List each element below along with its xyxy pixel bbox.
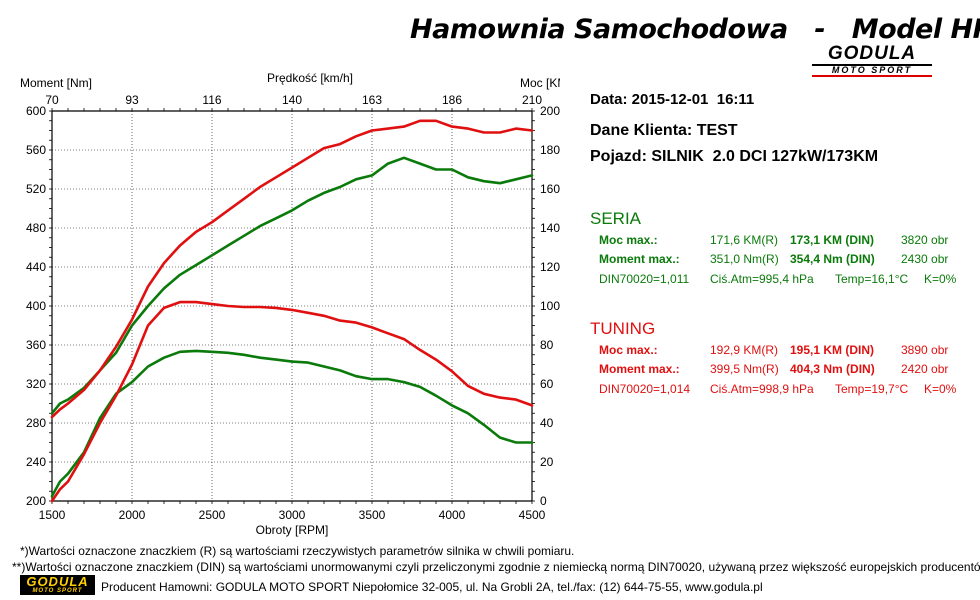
footer-logo-sub: MOTO SPORT (32, 588, 83, 594)
y-right-tick-label: 140 (540, 221, 560, 235)
seria-din-factor: DIN70020=1,011 (599, 272, 690, 286)
x-tick-label: 4000 (439, 508, 466, 522)
y-left-tick-label: 240 (26, 455, 46, 469)
test-date: Data: 2015-12-01 16:11 (590, 91, 755, 108)
tuning-atm: Ciś.Atm=998,9 hPa (710, 382, 814, 396)
y-left-tick-label: 360 (26, 338, 46, 352)
y-left-tick-label: 600 (26, 104, 46, 118)
footer-logo-main: GODULA (26, 574, 89, 589)
seria-temp: Temp=16,1°C (835, 272, 909, 286)
y-left-tick-label: 280 (26, 416, 46, 430)
y-right-tick-label: 60 (540, 377, 554, 391)
y-right-tick-label: 200 (540, 104, 560, 118)
x2-tick-label: 70 (45, 93, 59, 107)
brand-logo: GODULA MOTO SPORT (812, 43, 932, 77)
y-left-tick-label: 440 (26, 260, 46, 274)
brand-logo-sub: MOTO SPORT (812, 64, 932, 77)
seria-power-din: 173,1 KM (DIN) (790, 233, 875, 247)
y-right-tick-label: 100 (540, 299, 560, 313)
footer-logo: GODULA MOTO SPORT (20, 575, 95, 595)
x2-tick-label: 93 (125, 93, 139, 107)
tuning-torque-label: Moment max.: (599, 362, 680, 376)
y-left-tick-label: 400 (26, 299, 46, 313)
y-right-axis-title: Moc [KM] (520, 76, 560, 90)
x2-tick-label: 186 (442, 93, 462, 107)
chart-grid (51, 110, 533, 502)
seria-torque-rpm: 2430 obr (901, 252, 949, 266)
y-right-tick-label: 160 (540, 182, 560, 196)
x2-tick-label: 140 (282, 93, 302, 107)
y-left-tick-label: 520 (26, 182, 46, 196)
tuning-k: K=0% (924, 382, 957, 396)
y-left-axis-title: Moment [Nm] (20, 76, 92, 90)
y-right-tick-label: 120 (540, 260, 560, 274)
seria-power-label: Moc max.: (599, 233, 658, 247)
seria-torque-r: 351,0 Nm(R) (710, 252, 779, 266)
y-left-tick-label: 560 (26, 143, 46, 157)
tuning-power-din: 195,1 KM (DIN) (790, 343, 875, 357)
brand-logo-main: GODULA (827, 43, 917, 64)
x2-tick-label: 116 (202, 93, 221, 107)
tuning-power-r: 192,9 KM(R) (710, 343, 779, 357)
client-name: Dane Klienta: TEST (590, 122, 738, 139)
x-tick-label: 4500 (519, 508, 546, 522)
y-left-tick-label: 320 (26, 377, 46, 391)
x-tick-label: 3500 (359, 508, 386, 522)
y-right-tick-label: 0 (540, 494, 547, 508)
y-right-tick-label: 180 (540, 143, 560, 157)
tuning-title: TUNING (590, 319, 656, 338)
x2-tick-label: 210 (522, 93, 542, 107)
x-tick-label: 3000 (279, 508, 306, 522)
tuning-din-factor: DIN70020=1,014 (599, 382, 691, 396)
x-tick-label: 1500 (39, 508, 66, 522)
series-line-seria-power (50, 156, 534, 415)
tuning-power-rpm: 3890 obr (901, 343, 949, 357)
series-line-tuning-torque (50, 300, 534, 503)
x2-tick-label: 163 (362, 93, 382, 107)
y-right-tick-label: 20 (540, 455, 554, 469)
y-left-tick-label: 200 (26, 494, 46, 508)
top-axis-title: Prędkość [km/h] (267, 71, 353, 85)
seria-atm: Ciś.Atm=995,4 hPa (710, 272, 814, 286)
seria-title: SERIA (590, 209, 642, 228)
tuning-temp: Temp=19,7°C (835, 382, 909, 396)
footnote-r: *)Wartości oznaczone znaczkiem (R) są wa… (20, 544, 575, 558)
tuning-power-label: Moc max.: (599, 343, 658, 357)
x-tick-label: 2000 (119, 508, 146, 522)
x-tick-label: 2500 (199, 508, 226, 522)
tuning-torque-din: 404,3 Nm (DIN) (790, 362, 875, 376)
chart-series (50, 119, 534, 503)
seria-k: K=0% (924, 272, 957, 286)
tuning-torque-r: 399,5 Nm(R) (710, 362, 779, 376)
seria-torque-label: Moment max.: (599, 252, 680, 266)
tuning-torque-rpm: 2420 obr (901, 362, 949, 376)
y-left-tick-label: 480 (26, 221, 46, 235)
y-right-tick-label: 40 (540, 416, 554, 430)
seria-power-rpm: 3820 obr (901, 233, 949, 247)
x-axis-title: Obroty [RPM] (256, 523, 329, 537)
vehicle-name: Pojazd: SILNIK 2.0 DCI 127kW/173KM (590, 148, 879, 165)
y-right-tick-label: 80 (540, 338, 554, 352)
series-line-tuning-power (50, 119, 534, 419)
producer-info: Producent Hamowni: GODULA MOTO SPORT Nie… (101, 580, 763, 594)
seria-torque-din: 354,4 Nm (DIN) (790, 252, 875, 266)
footnote-din: **)Wartości oznaczone znaczkiem (DIN) są… (12, 560, 980, 574)
seria-power-r: 171,6 KM(R) (710, 233, 779, 247)
page-title: Hamownia Samochodowa - Model HPS- (410, 14, 980, 45)
